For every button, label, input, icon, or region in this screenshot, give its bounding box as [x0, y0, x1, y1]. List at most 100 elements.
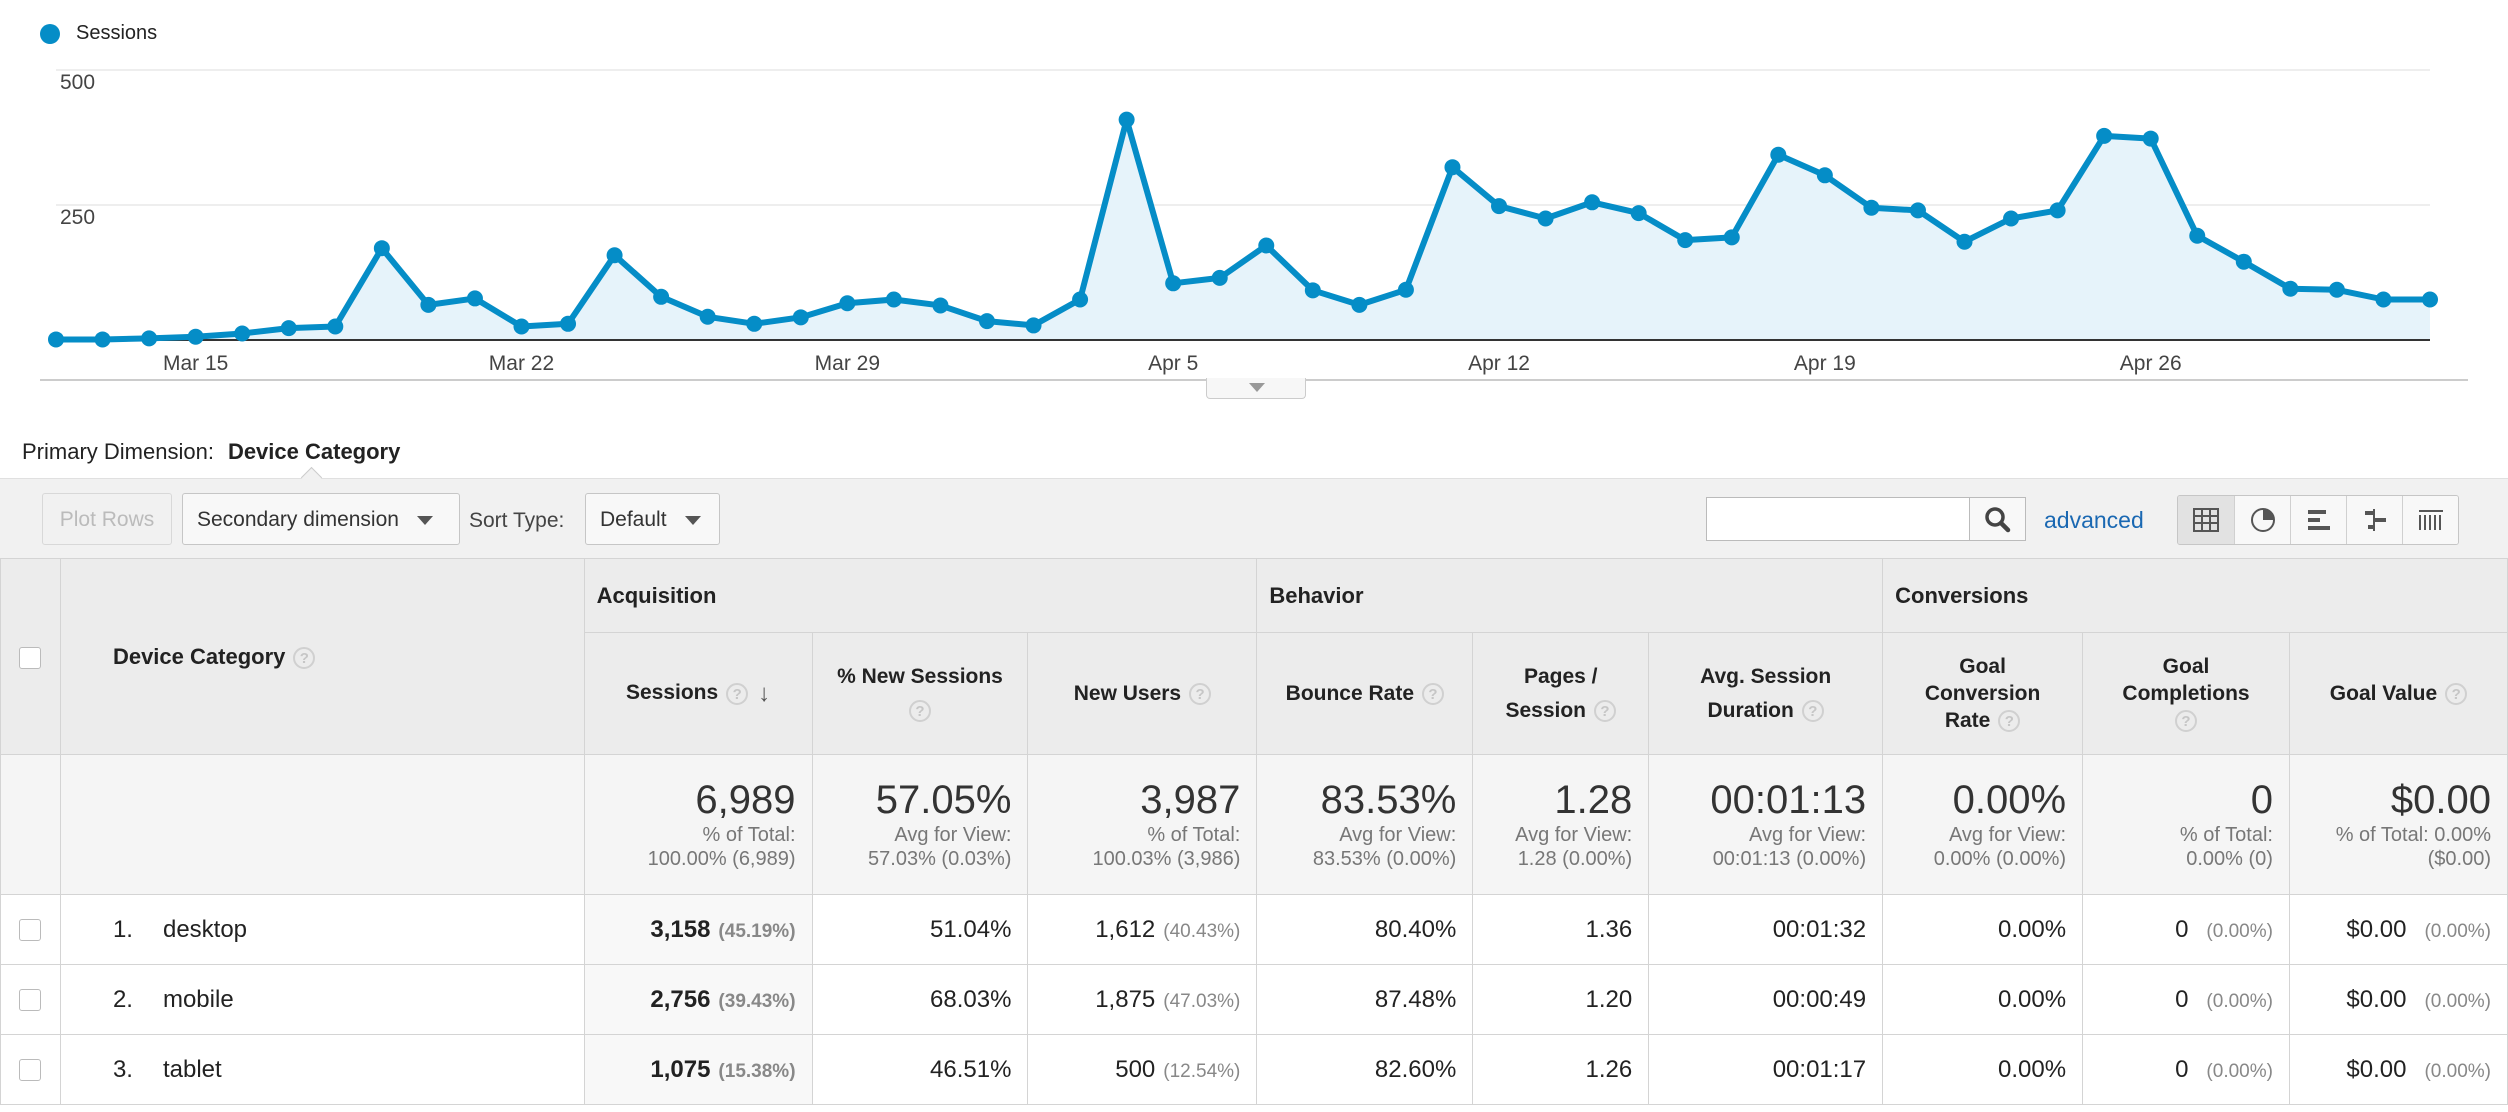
select-all-checkbox[interactable] — [19, 646, 42, 669]
total-avg-duration: 00:01:13 Avg for View: 00:01:13 (0.00%) — [1648, 754, 1884, 895]
device-category-header-label: Device Category — [112, 643, 286, 669]
pivot-view-button[interactable] — [2402, 496, 2458, 544]
total-sub-value: 83.53% (0.00%) — [1312, 848, 1457, 870]
data-point — [1770, 146, 1787, 163]
table-view-button[interactable] — [2178, 496, 2234, 544]
total-sub-label: Avg for View: — [1515, 824, 1633, 846]
pie-chart-icon — [2250, 508, 2275, 532]
sessions-cell: 2,756 (39.43%) — [583, 964, 813, 1035]
goal-conversion-rate-column-header[interactable]: Goal Conversion Rate? — [1882, 632, 2084, 755]
row-checkbox[interactable] — [19, 919, 42, 942]
legend-label: Sessions — [76, 22, 158, 44]
new-sessions-header-label: % New Sessions — [837, 664, 1003, 688]
chevron-down-icon — [684, 515, 701, 525]
goal-conv-header-line3: Rate — [1944, 709, 1991, 732]
goal-completions-cell: 0 (0.00%) — [2082, 1034, 2290, 1105]
row-checkbox[interactable] — [19, 989, 42, 1012]
avg-duration-header-line1: Avg. Session — [1700, 664, 1832, 688]
row-index: 2. — [112, 985, 133, 1013]
help-icon[interactable]: ? — [2445, 682, 2468, 705]
sessions-column-header[interactable]: Sessions? ↓ — [583, 632, 813, 755]
sessions-cell: 3,158 (45.19%) — [583, 894, 813, 965]
new-users-header-label: New Users — [1073, 681, 1182, 705]
sort-type-label: Sort Type: — [469, 509, 565, 532]
total-sub-label: Avg for View: — [894, 824, 1012, 846]
device-cell: 1. desktop — [59, 894, 585, 965]
data-point — [466, 290, 483, 307]
total-value: 3,987 — [1140, 778, 1241, 822]
total-sub-label: Avg for View: — [1339, 824, 1457, 846]
help-icon[interactable]: ? — [1594, 699, 1617, 722]
data-point — [2282, 280, 2299, 297]
data-point — [699, 308, 716, 325]
total-pages-session: 1.28 Avg for View: 1.28 (0.00%) — [1472, 754, 1650, 895]
plot-rows-button[interactable]: Plot Rows — [42, 493, 172, 545]
advanced-filter-link[interactable]: advanced — [2044, 507, 2144, 533]
bounce-rate-cell: 87.48% — [1256, 964, 1474, 1035]
data-point — [1072, 291, 1089, 308]
new-users-pct: (40.43%) — [1163, 920, 1241, 942]
goal-value-cell: $0.00 (0.00%) — [2288, 894, 2508, 965]
device-name[interactable]: tablet — [162, 1055, 222, 1083]
search-button[interactable] — [1970, 497, 2026, 541]
row-checkbox-cell — [0, 1034, 61, 1105]
sessions-pct: (15.38%) — [718, 1060, 796, 1082]
help-icon[interactable]: ? — [908, 699, 931, 722]
goal-value-pct: (0.00%) — [2424, 920, 2491, 942]
help-icon[interactable]: ? — [1801, 699, 1824, 722]
data-point — [1723, 229, 1740, 246]
goal-conversion-cell: 0.00% — [1882, 894, 2084, 965]
help-icon[interactable]: ? — [1422, 682, 1445, 705]
bounce-rate-cell: 80.40% — [1256, 894, 1474, 965]
sessions-chart: Sessions 500 250 Mar 15 Mar 22 Mar 29 Apr 5 Ap… — [0, 0, 2508, 400]
data-point — [513, 318, 530, 335]
goal-comp-value: 0 — [2175, 915, 2189, 943]
totals-empty-cell — [0, 754, 61, 895]
help-icon[interactable]: ? — [2175, 710, 2197, 733]
goal-completions-column-header[interactable]: Goal Completions ? — [2082, 632, 2290, 755]
data-point — [2375, 291, 2392, 308]
x-tick-label: Apr 19 — [1794, 352, 1856, 375]
goal-value-header-label: Goal Value — [2329, 681, 2438, 705]
new-users-cell: 500 (12.54%) — [1027, 1034, 1258, 1105]
help-icon[interactable]: ? — [1189, 682, 1212, 705]
help-icon[interactable]: ? — [726, 682, 749, 705]
sort-type-dropdown[interactable]: Default — [585, 493, 720, 545]
report-table: Device Category? Acquisition Behavior Co… — [0, 558, 2508, 1105]
avg-session-duration-column-header[interactable]: Avg. Session Duration? — [1648, 632, 1884, 755]
chart-legend[interactable]: Sessions — [40, 22, 157, 45]
help-icon[interactable]: ? — [293, 646, 316, 669]
secondary-dimension-label: Secondary dimension — [197, 508, 399, 531]
device-name[interactable]: desktop — [162, 915, 248, 943]
new-sessions-column-header[interactable]: % New Sessions ? — [811, 632, 1029, 755]
data-point — [606, 247, 623, 264]
pages-session-cell: 1.20 — [1472, 964, 1650, 1035]
table-search-input[interactable] — [1706, 497, 1970, 541]
chart-collapse-handle[interactable] — [1206, 378, 1306, 399]
new-users-pct: (47.03%) — [1163, 990, 1241, 1012]
sessions-value: 2,756 — [650, 985, 711, 1013]
data-point — [1816, 167, 1833, 184]
secondary-dimension-dropdown[interactable]: Secondary dimension — [182, 493, 460, 545]
bounce-rate-column-header[interactable]: Bounce Rate? — [1256, 632, 1474, 755]
primary-dimension: Primary Dimension: Device Category — [22, 439, 400, 465]
table-toolbar: Plot Rows Secondary dimension Sort Type:… — [0, 478, 2508, 560]
pages-session-column-header[interactable]: Pages / Session? — [1472, 632, 1650, 755]
performance-view-button[interactable] — [2290, 496, 2346, 544]
data-point — [653, 288, 670, 305]
row-checkbox[interactable] — [19, 1059, 42, 1082]
help-icon[interactable]: ? — [1998, 710, 2021, 733]
device-category-header[interactable]: Device Category? — [59, 558, 585, 755]
pie-view-button[interactable] — [2234, 496, 2290, 544]
primary-dimension-value[interactable]: Device Category — [227, 439, 401, 464]
comparison-view-button[interactable] — [2346, 496, 2402, 544]
goal-comp-header-line2: Completions — [2122, 682, 2250, 705]
new-users-column-header[interactable]: New Users? — [1027, 632, 1258, 755]
data-point — [1304, 282, 1321, 299]
goal-value-column-header[interactable]: Goal Value? — [2288, 632, 2508, 755]
total-sub-value: 57.03% (0.03%) — [868, 848, 1012, 870]
data-point — [560, 315, 577, 332]
total-value: 00:01:13 — [1710, 778, 1867, 822]
device-name[interactable]: mobile — [162, 985, 234, 1013]
total-value: 1.28 — [1554, 778, 1633, 822]
